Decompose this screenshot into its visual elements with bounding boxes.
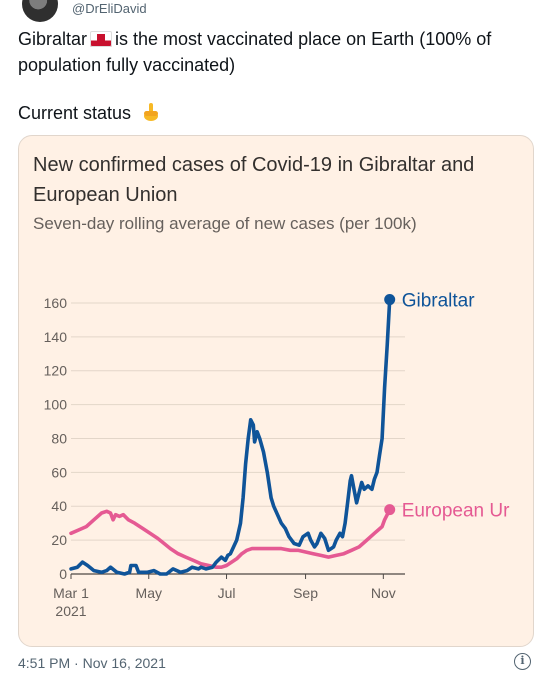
x-tick-label: Jul [218, 585, 236, 601]
x-tick-label: Sep [293, 585, 318, 601]
y-tick-label: 100 [44, 397, 68, 413]
y-tick-label: 160 [44, 295, 68, 311]
tweet-text-part1: Gibraltar [18, 29, 88, 49]
chart-subtitle: Seven-day rolling average of new cases (… [33, 214, 417, 233]
y-tick-label: 60 [51, 464, 67, 480]
series-end-label: European Ur [402, 501, 510, 522]
y-tick-label: 120 [44, 363, 68, 379]
pointing-down-hand-icon [144, 103, 159, 121]
y-axis-labels: 0 20 40 60 80 100 120 140 160 [44, 295, 68, 582]
y-tick-label: 40 [51, 498, 67, 514]
tweet-text: Gibraltar is the most vaccinated place on… [18, 26, 533, 126]
x-year-label: 2021 [55, 603, 86, 619]
chart-canvas: 0 20 40 60 80 100 120 140 160 Mar 1 2021 May Jul Sep… [44, 291, 510, 619]
chart-title: New confirmed cases of Covid-19 in Gibra… [33, 154, 475, 206]
x-tick-label: Mar 1 [53, 585, 89, 601]
x-tick-label: Nov [371, 585, 396, 601]
series-end-label: Gibraltar [402, 291, 476, 312]
x-axis-labels: Mar 1 2021 May Jul Sep Nov [53, 585, 396, 619]
y-tick-label: 0 [59, 566, 67, 582]
avatar[interactable] [22, 0, 58, 22]
series-line [69, 297, 392, 576]
info-icon[interactable]: i [514, 653, 531, 670]
y-tick-label: 80 [51, 430, 67, 446]
series-end-dot [384, 294, 396, 306]
series-end-dot [384, 504, 396, 516]
series-line [69, 507, 392, 569]
y-tick-label: 140 [44, 329, 68, 345]
tweet-timestamp[interactable]: 4:51 PM · Nov 16, 2021 [18, 655, 166, 671]
gibraltar-flag-icon [90, 31, 113, 47]
tweet-header: @DrEliDavid [0, 0, 549, 22]
author-handle[interactable]: @DrEliDavid [72, 1, 147, 16]
y-tick-label: 20 [51, 532, 67, 548]
x-tick-label: May [136, 585, 162, 601]
tweet-status-line: Current status [18, 103, 132, 123]
tweet-text-part2: is the most vaccinated place on Earth (1… [18, 29, 492, 75]
chart-card[interactable]: New confirmed cases of Covid-19 in Gibra… [18, 135, 534, 647]
chart-series: European Ur Gibraltar [69, 291, 510, 576]
